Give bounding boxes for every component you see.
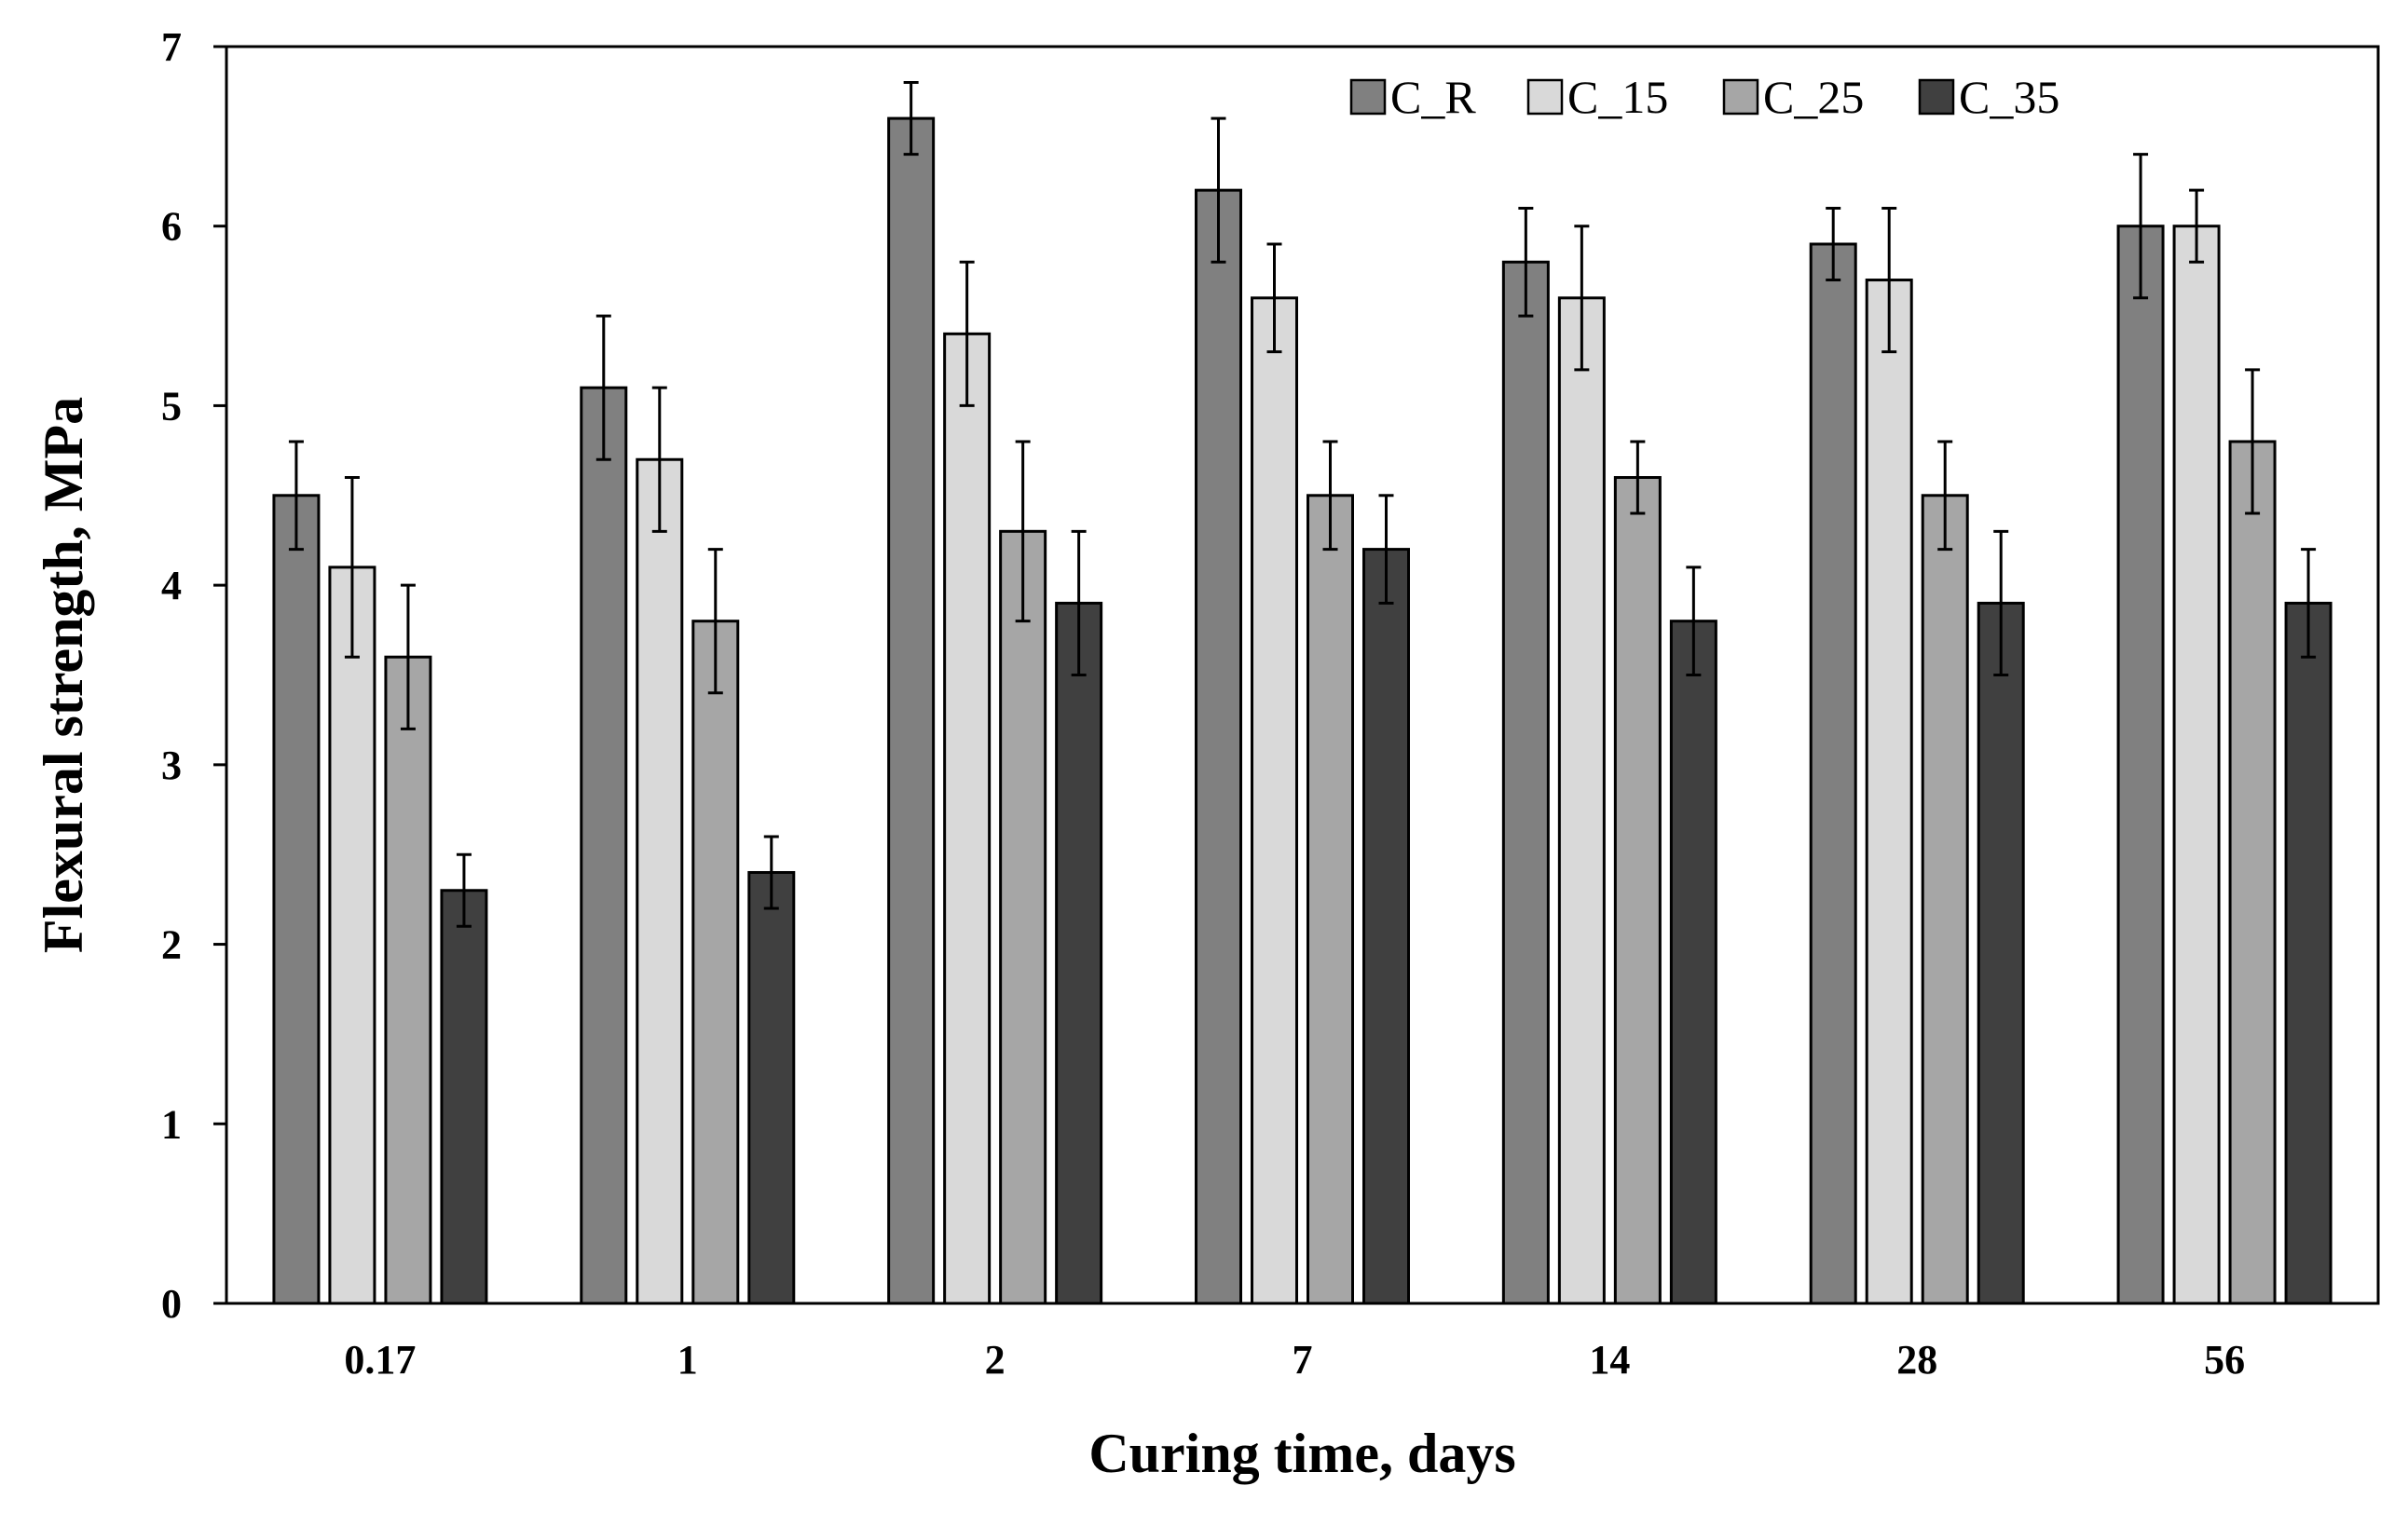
x-axis-ticks: 0.17 1 2 7 14 28 56 [344, 1337, 2245, 1383]
bar-c-35-28 [1977, 601, 2025, 1305]
bar-c-25-0_17 [384, 655, 432, 1305]
legend-swatch-c-35 [1918, 78, 1955, 116]
plot-area [225, 45, 2380, 1305]
y-tick-label: 2 [161, 922, 182, 968]
x-tick-label: 0.17 [344, 1337, 416, 1383]
bar-c-35-0_17 [440, 889, 488, 1305]
legend-label-c-35: C_35 [1959, 71, 2059, 123]
bar-c-25-2 [999, 529, 1047, 1305]
x-tick-label: 7 [1293, 1337, 1313, 1383]
bar-c-35-7 [1362, 548, 1410, 1305]
bar-c-25-7 [1307, 494, 1354, 1305]
x-tick-label: 1 [677, 1337, 698, 1383]
legend-label-c-r: C_R [1390, 71, 1476, 123]
bar-c-25-1 [691, 620, 740, 1305]
legend-label-c-25: C_25 [1763, 71, 1864, 123]
legend-label-c-15: C_15 [1567, 71, 1668, 123]
x-tick-label: 14 [1589, 1337, 1630, 1383]
bar-c-25-56 [2228, 440, 2277, 1305]
bar-c-15-0_17 [328, 566, 376, 1305]
x-tick-label: 56 [2204, 1337, 2245, 1383]
bar-c-r-1 [580, 386, 628, 1305]
bar-c-r-28 [1809, 242, 1857, 1305]
bar-c-r-56 [2116, 225, 2165, 1305]
y-tick-label: 5 [161, 383, 182, 429]
y-tick-label: 0 [161, 1281, 182, 1327]
y-tick-label: 4 [161, 563, 182, 608]
bar-c-25-28 [1921, 494, 1969, 1305]
y-axis-ticks: 0 1 2 3 4 5 6 7 [161, 24, 226, 1327]
bar-c-r-14 [1501, 260, 1550, 1305]
legend-swatch-c-15 [1526, 78, 1564, 116]
bar-c-35-14 [1669, 620, 1717, 1305]
y-tick-label: 6 [161, 204, 182, 250]
bar-c-15-1 [636, 457, 684, 1305]
bar-c-25-14 [1613, 476, 1662, 1305]
bar-c-r-2 [887, 116, 936, 1305]
bar-c-r-7 [1195, 188, 1242, 1305]
y-axis-title: Flexural strength, MPa [33, 397, 94, 953]
bar-c-15-28 [1865, 279, 1913, 1305]
legend: C_R C_15 C_25 C_35 [1349, 71, 2059, 123]
bar-c-r-0_17 [272, 494, 321, 1305]
bar-c-15-14 [1557, 296, 1606, 1305]
bar-c-35-1 [747, 870, 796, 1305]
x-tick-label: 2 [985, 1337, 1006, 1383]
legend-swatch-c-25 [1722, 78, 1759, 116]
bar-c-35-2 [1055, 601, 1103, 1305]
bar-c-35-56 [2284, 601, 2333, 1305]
x-axis-title: Curing time, days [1088, 1423, 1515, 1484]
bar-series-group [272, 116, 2333, 1305]
bar-c-15-2 [943, 332, 992, 1305]
y-tick-label: 7 [161, 24, 182, 70]
bar-c-15-7 [1251, 296, 1298, 1305]
y-tick-label: 3 [161, 743, 182, 788]
bar-c-15-56 [2172, 225, 2221, 1305]
x-tick-label: 28 [1896, 1337, 1937, 1383]
y-tick-label: 1 [161, 1101, 182, 1147]
legend-swatch-c-r [1349, 78, 1387, 116]
error-bars-group [288, 81, 2317, 928]
